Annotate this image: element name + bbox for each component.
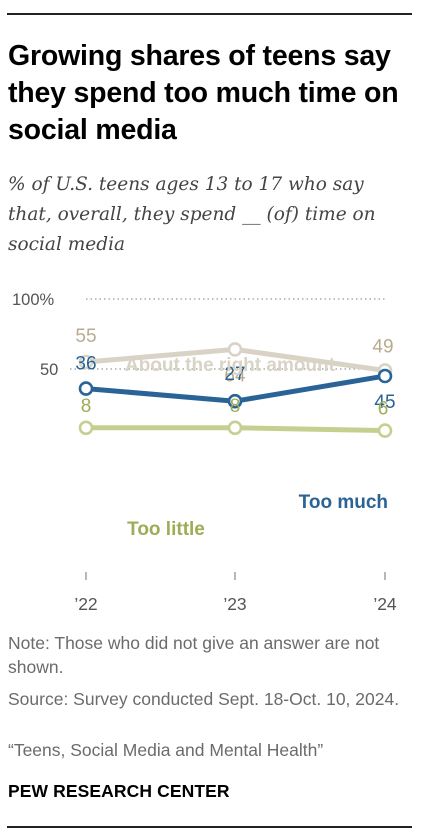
data-label-about-right: 64 <box>224 365 246 386</box>
series-label-too-much: Too much <box>299 492 388 513</box>
data-label-too-much: 27 <box>224 364 245 385</box>
chart-title: Growing shares of teens say they spend t… <box>8 40 399 146</box>
data-label-too-little: 8 <box>81 396 92 417</box>
data-point-about-right <box>227 342 243 357</box>
x-tick-label: ’23 <box>223 594 246 614</box>
data-point-too-little <box>377 423 393 438</box>
report-title: “Teens, Social Media and Mental Health” <box>8 740 324 760</box>
x-tick-label: ’24 <box>373 594 397 614</box>
chart-note: Note: Those who did not give an answer a… <box>8 633 380 677</box>
series-label-too-little: Too little <box>127 519 205 540</box>
data-label-too-little: 6 <box>378 399 389 420</box>
data-point-too-little <box>78 420 94 436</box>
data-point-too-little <box>227 420 243 436</box>
data-point-about-right <box>78 354 94 370</box>
data-point-too-much <box>78 381 94 396</box>
data-label-too-much: 45 <box>374 392 395 413</box>
data-label-about-right: 55 <box>75 326 96 347</box>
series-label-about-right: About the right amount <box>125 355 336 376</box>
top-rule <box>7 13 412 15</box>
chart-subtitle: % of U.S. teens ages 13 to 17 who say th… <box>8 174 376 255</box>
data-point-too-much <box>377 368 393 384</box>
chart-source: Source: Survey conducted Sept. 18-Oct. 1… <box>8 689 400 709</box>
data-point-too-much <box>227 393 243 409</box>
data-label-about-right: 49 <box>372 336 393 357</box>
y-tick-label: 50 <box>40 361 58 379</box>
y-tick-label: 100% <box>12 291 55 309</box>
x-tick-label: ’22 <box>74 594 97 614</box>
data-label-too-little: 8 <box>230 396 241 417</box>
data-label-too-much: 36 <box>75 354 96 375</box>
bottom-rule <box>7 826 412 828</box>
pew-research-center-logo: PEW RESEARCH CENTER <box>8 781 230 801</box>
line-chart: 100% 50 ’22 ’23 ’24 55 64 49 36 27 45 8 8 6 About the … <box>12 291 397 614</box>
